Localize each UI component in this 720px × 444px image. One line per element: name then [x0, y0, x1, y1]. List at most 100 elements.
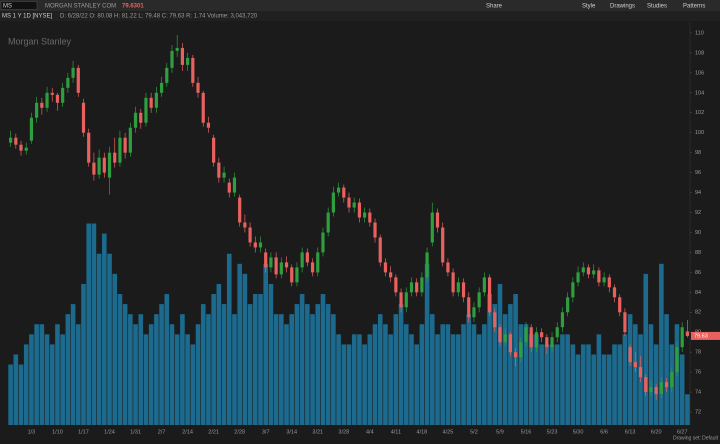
candle-body — [373, 222, 377, 238]
volume-bar — [508, 304, 513, 425]
volume-bar — [284, 324, 289, 425]
x-tick-label: 4/18 — [417, 429, 428, 435]
volume-bar — [383, 324, 388, 425]
volume-bar — [96, 253, 102, 425]
candle-body — [159, 82, 164, 93]
volume-bar — [320, 294, 326, 425]
candle-body — [81, 102, 86, 133]
volume-bar — [403, 324, 409, 425]
volume-bar — [596, 334, 602, 425]
volume-bar — [419, 324, 425, 425]
candle-body — [461, 282, 466, 298]
volume-bar — [456, 334, 461, 425]
toolbar-button[interactable]: Drawings — [610, 4, 635, 10]
toolbar-button[interactable]: Share — [486, 4, 503, 10]
volume-bar — [549, 344, 555, 425]
symbol[interactable]: MS — [3, 4, 12, 10]
volume-bar — [659, 263, 664, 425]
candle-body — [456, 282, 460, 293]
volume-bar — [169, 324, 175, 425]
candle-body — [258, 242, 263, 248]
candle-body — [425, 252, 429, 278]
last-price-label: 79.63 — [694, 333, 708, 339]
candle-body — [581, 267, 585, 273]
candle-body — [326, 212, 330, 233]
y-tick-label: 82 — [695, 310, 701, 316]
volume-bar — [575, 354, 581, 425]
candle-body — [107, 152, 112, 178]
volume-bar — [648, 324, 654, 425]
volume-bar — [211, 294, 216, 425]
watermark: Morgan Stanley — [8, 36, 72, 46]
candle-body — [123, 137, 127, 153]
volume-bar — [601, 354, 607, 425]
candle-body — [300, 252, 304, 268]
volume-bar — [471, 324, 477, 425]
candle-body — [389, 272, 393, 278]
candle-body — [670, 372, 674, 388]
volume-bar — [86, 223, 91, 425]
candle-body — [321, 232, 325, 253]
volume-bar — [279, 314, 284, 425]
volume-bar — [164, 294, 170, 425]
volume-bar — [23, 344, 29, 425]
y-tick-label: 100 — [695, 130, 704, 136]
volume-bar — [586, 344, 591, 425]
y-tick-label: 74 — [695, 390, 701, 396]
candle-body — [550, 337, 554, 348]
candle-body — [513, 352, 518, 358]
toolbar-button[interactable]: Style — [582, 4, 596, 10]
volume-bar — [487, 294, 492, 425]
volume-bar — [310, 314, 315, 425]
x-tick-label: 6/27 — [677, 429, 688, 435]
candle-body — [71, 67, 75, 78]
volume-bar — [492, 304, 498, 425]
drawing-set[interactable]: Drawing set: Default — [673, 435, 719, 441]
volume-bar — [482, 324, 487, 425]
x-tick-label: 6/20 — [651, 429, 662, 435]
x-tick-label: 1/10 — [52, 429, 63, 435]
symbol-input[interactable] — [0, 1, 38, 10]
x-tick-label: 2/7 — [158, 429, 166, 435]
candle-body — [420, 277, 424, 293]
volume-bar — [534, 334, 539, 425]
candle-body — [139, 112, 143, 123]
volume-bar — [461, 324, 466, 425]
volume-bar — [221, 304, 227, 425]
candle-body — [128, 127, 132, 153]
volume-bar — [148, 324, 154, 425]
volume-bar — [258, 294, 263, 425]
candle-body — [430, 212, 434, 243]
volume-bar — [476, 334, 482, 425]
x-tick-label: 2/14 — [182, 429, 193, 435]
volume-bar — [612, 344, 617, 425]
x-tick-label: 5/2 — [470, 429, 478, 435]
volume-bar — [65, 314, 71, 425]
y-tick-label: 94 — [695, 190, 701, 196]
y-tick-label: 90 — [695, 230, 701, 236]
candle-body — [227, 182, 231, 193]
candle-body — [87, 132, 91, 163]
x-tick-label: 3/21 — [312, 429, 323, 435]
volume-bar — [75, 324, 81, 425]
candle-body — [576, 272, 580, 283]
candle-body — [45, 92, 49, 108]
y-tick-label: 110 — [695, 30, 704, 36]
toolbar-button[interactable]: Studies — [647, 4, 667, 10]
candle-body — [92, 162, 96, 175]
candle-body — [118, 137, 122, 163]
candle-body — [232, 177, 237, 193]
candle-body — [675, 347, 679, 373]
candle-body — [534, 332, 539, 348]
candle-body — [238, 197, 242, 223]
candle-body — [29, 117, 34, 141]
candle-body — [487, 277, 492, 313]
candle-body — [482, 277, 486, 293]
volume-bar — [117, 294, 123, 425]
candle-body — [493, 312, 497, 328]
candle-body — [664, 382, 669, 388]
toolbar-button[interactable]: Patterns — [683, 4, 705, 10]
candle-body — [628, 347, 632, 363]
volume-bar — [180, 314, 185, 425]
candle-body — [97, 157, 101, 175]
